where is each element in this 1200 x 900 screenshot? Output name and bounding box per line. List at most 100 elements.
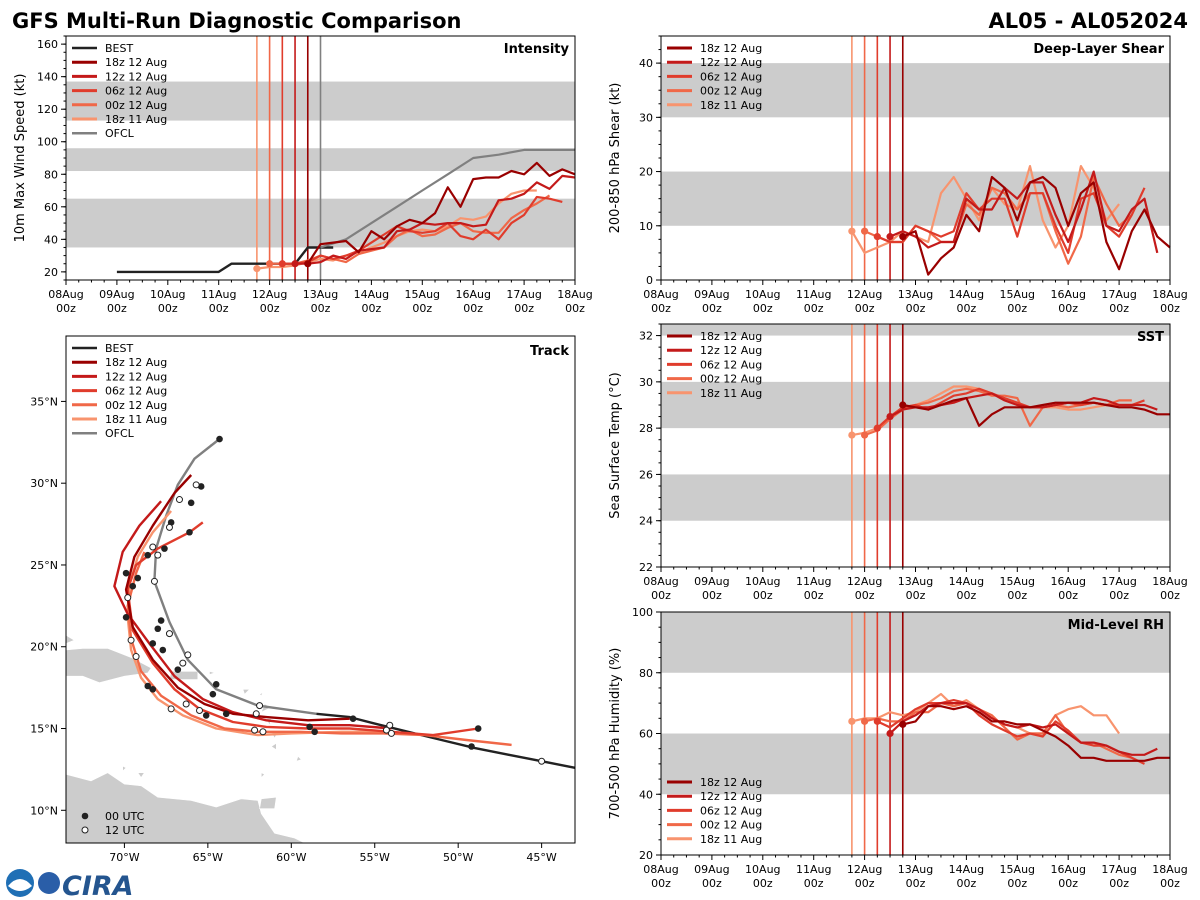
intensity-series-best: [116, 246, 334, 274]
legend-label-12z-12-aug: 12z 12 Aug: [700, 790, 762, 803]
intensity-xtick-hour-1: 00z: [107, 302, 127, 315]
track-land-5: [270, 742, 277, 751]
track-marker-00z-8: [202, 712, 210, 719]
rh-ytick-label-3: 80: [639, 667, 653, 680]
sst-xtick-date-2: 10Aug: [745, 575, 780, 588]
track-marker-12z-4: [259, 728, 267, 736]
intensity-xtick-hour-8: 00z: [463, 302, 483, 315]
shear-xtick-hour-0: 00z: [651, 302, 671, 315]
sst-xtick-hour-10: 00z: [1160, 589, 1180, 602]
rh-init-point-06z-12-aug: [873, 717, 881, 725]
shear-xtick-hour-3: 00z: [804, 302, 824, 315]
legend-label-06z-12-aug: 06z 12 Aug: [700, 804, 762, 817]
track-marker-00z-9: [174, 666, 182, 673]
legend-label-18z-12-aug: 18z 12 Aug: [700, 776, 762, 789]
shear-xtick-date-5: 13Aug: [898, 288, 933, 301]
shear-xtick-hour-5: 00z: [906, 302, 926, 315]
intensity-xtick-date-1: 09Aug: [99, 288, 134, 301]
shear-xtick-hour-2: 00z: [753, 302, 773, 315]
sst-ylabel: Sea Surface Temp (°C): [608, 372, 623, 519]
sst-xtick-hour-9: 00z: [1109, 589, 1129, 602]
track-land-11: [242, 688, 251, 695]
sst-ytick-label-2: 26: [639, 468, 653, 481]
sst-xtick-date-5: 13Aug: [898, 575, 933, 588]
shear-xtick-hour-1: 00z: [702, 302, 722, 315]
sst-title: SST: [1137, 330, 1164, 345]
intensity-xtick-hour-6: 00z: [362, 302, 382, 315]
intensity-init-point-18z-11-aug: [253, 265, 261, 273]
track-marker-12z-14: [132, 653, 140, 661]
rh-ytick-label-0: 20: [639, 849, 653, 862]
track-marker-00z-11: [149, 640, 157, 647]
track-marker-12z-12: [179, 659, 187, 667]
legend-label-00z-12-aug: 00z 12 Aug: [105, 99, 167, 112]
legend-label-18z-11-aug: 18z 11 Aug: [700, 833, 762, 846]
intensity-series-ofcl: [320, 148, 575, 249]
sst-xtick-date-0: 08Aug: [643, 575, 678, 588]
sst-xtick-hour-4: 00z: [855, 589, 875, 602]
legend-label-12z-12-aug: 12z 12 Aug: [105, 370, 167, 383]
shear-xtick-date-3: 11Aug: [796, 288, 831, 301]
legend-label-12z-12-aug: 12z 12 Aug: [700, 344, 762, 357]
track-land-1: [259, 796, 277, 810]
track-xtick-label-5: 45°W: [526, 851, 556, 864]
track-marker-00z-19: [129, 582, 137, 590]
intensity-xtick-hour-2: 00z: [158, 302, 178, 315]
track-xtick-label-1: 65°W: [193, 851, 223, 864]
track-marker-00z-6: [209, 690, 217, 698]
track-marker-12z-22: [192, 481, 200, 489]
shear-band-1: [661, 63, 1170, 118]
track-marker-12z-16: [124, 594, 132, 602]
intensity-ytick-label-1: 40: [44, 233, 58, 246]
track-land-14: [122, 765, 127, 772]
rh-series-18z-12-aug: [902, 705, 1170, 762]
legend-label-00z-12-aug: 00z 12 Aug: [700, 819, 762, 832]
track-marker-12z-3: [387, 729, 395, 737]
sst-xtick-hour-0: 00z: [651, 589, 671, 602]
rh-ytick-label-4: 100: [632, 606, 653, 619]
marker-legend-00z-label: 00 UTC: [105, 810, 145, 823]
legend-label-ofcl: OFCL: [105, 127, 135, 140]
shear-series-12z-12-aug: [889, 170, 1159, 254]
noaa-bird-icon: [8, 879, 32, 891]
track-marker-00z-2: [349, 715, 357, 723]
legend-label-18z-12-aug: 18z 12 Aug: [105, 356, 167, 369]
globe-icon: [38, 872, 60, 894]
marker-legend-00z-swatch: [81, 812, 89, 820]
track-ytick-label-2: 20°N: [30, 641, 58, 654]
track-marker-00z-0: [474, 725, 482, 732]
track-marker-12z-21: [175, 496, 183, 504]
intensity-xtick-date-5: 13Aug: [303, 288, 338, 301]
track-line-06z-12-aug: [126, 521, 479, 737]
storm-id: AL05 - AL052024: [989, 9, 1189, 33]
shear-title: Deep-Layer Shear: [1033, 42, 1164, 57]
track-marker-12z-1: [386, 721, 394, 729]
shear-init-point-00z-12-aug: [861, 227, 869, 235]
intensity-xtick-date-8: 16Aug: [455, 288, 490, 301]
rh-band-1: [661, 612, 1170, 673]
shear-ytick-label-1: 10: [639, 220, 653, 233]
track-xtick-label-0: 70°W: [109, 851, 139, 864]
track-marker-12z-8: [196, 707, 204, 715]
track-ytick-label-1: 15°N: [30, 723, 58, 736]
rh-xtick-hour-4: 00z: [855, 877, 875, 890]
rh-xtick-date-1: 09Aug: [694, 863, 729, 876]
track-land-2: [65, 648, 152, 684]
legend-label-00z-12-aug: 00z 12 Aug: [700, 85, 762, 98]
track-land-15: [260, 772, 266, 779]
shear-xtick-hour-8: 00z: [1058, 302, 1078, 315]
shear-ylabel: 200-850 hPa Shear (kt): [608, 83, 623, 234]
rh-xtick-date-2: 10Aug: [745, 863, 780, 876]
track-land-0: [65, 772, 305, 844]
intensity-xtick-date-9: 17Aug: [506, 288, 541, 301]
intensity-xtick-hour-7: 00z: [412, 302, 432, 315]
legend-label-06z-12-aug: 06z 12 Aug: [700, 70, 762, 83]
track-ytick-label-4: 30°N: [30, 477, 58, 490]
track-marker-00z-18: [134, 574, 142, 582]
intensity-panel: 08Aug00z09Aug00z10Aug00z11Aug00z12Aug00z…: [13, 35, 593, 315]
track-marker-12z-0: [538, 757, 546, 765]
shear-ytick-label-2: 20: [639, 166, 653, 179]
sst-ytick-label-5: 32: [639, 330, 653, 343]
sst-init-point-18z-12-aug: [899, 401, 907, 409]
sst-band-2: [661, 324, 1170, 336]
